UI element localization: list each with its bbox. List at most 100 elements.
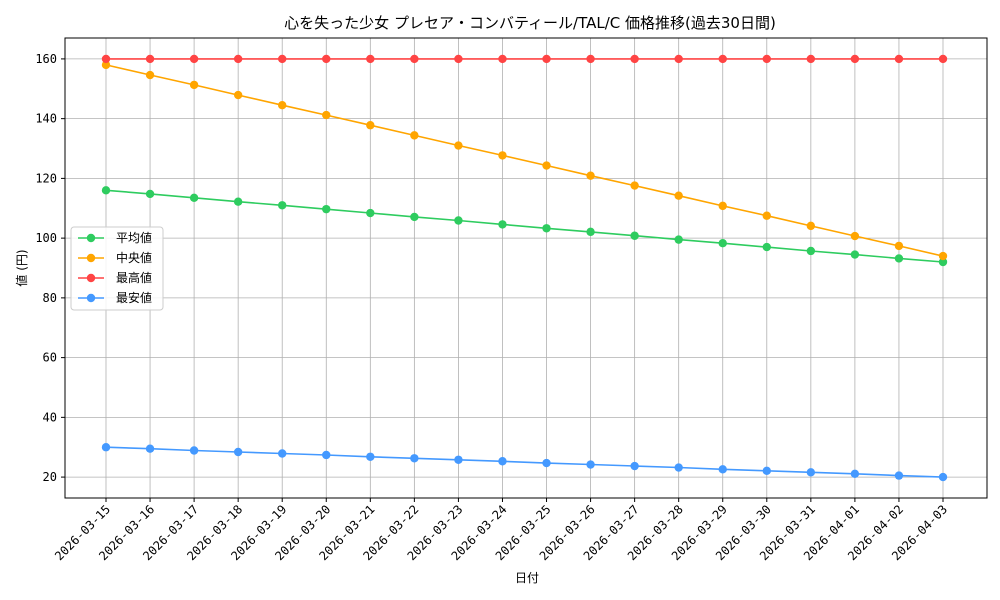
data-point — [101, 60, 111, 70]
series-中央値 — [101, 60, 948, 261]
grid — [65, 38, 987, 498]
y-tick-label: 120 — [35, 171, 57, 185]
legend-label: 中央値 — [116, 250, 152, 265]
data-point — [410, 212, 419, 222]
y-tick-label: 140 — [35, 112, 57, 126]
data-point — [542, 224, 551, 233]
data-point — [542, 161, 551, 170]
data-point — [718, 54, 727, 64]
data-point — [894, 241, 904, 251]
data-point — [674, 54, 683, 64]
data-point — [630, 461, 639, 471]
data-point — [542, 54, 551, 64]
data-point — [454, 216, 463, 225]
data-point — [498, 151, 507, 160]
data-point — [938, 54, 948, 64]
y-tick-label: 160 — [35, 52, 57, 66]
data-point — [630, 181, 639, 190]
legend-label: 最安値 — [116, 290, 152, 305]
data-point — [233, 90, 243, 100]
data-point — [233, 447, 243, 457]
data-point — [498, 220, 507, 229]
x-axis-label: 日付 — [515, 571, 539, 585]
series-平均値 — [101, 186, 948, 267]
data-point — [410, 54, 419, 64]
data-point — [278, 449, 287, 458]
data-point — [850, 469, 860, 479]
legend-marker — [86, 253, 96, 263]
legend-label: 最高値 — [116, 270, 152, 285]
data-point — [850, 250, 860, 259]
data-point — [630, 54, 639, 64]
data-point — [586, 460, 595, 469]
data-point — [233, 54, 243, 64]
data-point — [410, 131, 419, 140]
data-point — [322, 54, 331, 64]
data-point — [762, 466, 771, 476]
data-point — [366, 452, 375, 461]
data-point — [454, 54, 463, 64]
data-point — [674, 463, 683, 472]
plot-frame — [64, 37, 988, 499]
data-point — [718, 239, 727, 248]
data-point — [586, 54, 595, 64]
data-point — [278, 101, 287, 110]
data-point — [101, 186, 111, 195]
data-point — [498, 54, 507, 64]
data-point — [938, 472, 948, 482]
series-line — [105, 446, 944, 478]
data-point — [762, 211, 771, 220]
series-最安値 — [101, 443, 948, 482]
data-point — [806, 221, 816, 231]
y-tick-label: 20 — [43, 470, 57, 484]
data-point — [850, 54, 860, 64]
y-axis-ticks: 20 40 60 80 100 120 140 160 — [35, 52, 65, 484]
data-point — [189, 446, 199, 455]
data-point — [498, 457, 507, 466]
data-point — [145, 444, 155, 453]
data-point — [806, 468, 816, 477]
data-point — [586, 171, 595, 180]
legend-label: 平均値 — [116, 230, 152, 245]
data-point — [322, 110, 331, 120]
y-tick-label: 80 — [43, 291, 57, 305]
data-point — [145, 70, 155, 80]
data-point — [762, 242, 771, 252]
y-tick-label: 60 — [43, 351, 57, 365]
data-point — [894, 471, 904, 480]
data-point — [718, 201, 727, 211]
data-point — [278, 54, 287, 64]
data-point — [410, 454, 419, 463]
data-point — [101, 443, 111, 452]
data-point — [674, 191, 683, 200]
series-line — [105, 189, 944, 263]
y-tick-label: 40 — [43, 410, 57, 424]
data-point — [894, 54, 904, 64]
series-最高値 — [101, 54, 948, 64]
data-point — [938, 251, 948, 261]
data-point — [806, 54, 816, 64]
data-point — [762, 54, 771, 64]
data-point — [322, 450, 331, 460]
data-point — [938, 257, 948, 267]
data-point — [366, 121, 375, 130]
data-point — [454, 141, 463, 150]
y-axis-label: 値 (円) — [14, 249, 29, 286]
x-axis-ticks: 2026-03-152026-03-162026-03-172026-03-18… — [52, 498, 950, 563]
data-point — [145, 54, 155, 64]
legend-marker — [86, 293, 96, 303]
data-point — [189, 54, 199, 64]
data-point — [233, 197, 243, 206]
data-point — [850, 231, 860, 241]
data-point — [189, 193, 199, 203]
data-point — [454, 455, 463, 464]
legend-box — [70, 226, 164, 311]
data-point — [366, 54, 375, 64]
data-point — [718, 465, 727, 474]
data-point — [630, 231, 639, 240]
data-point — [101, 54, 111, 64]
data-point — [366, 208, 375, 218]
data-point — [542, 458, 551, 468]
